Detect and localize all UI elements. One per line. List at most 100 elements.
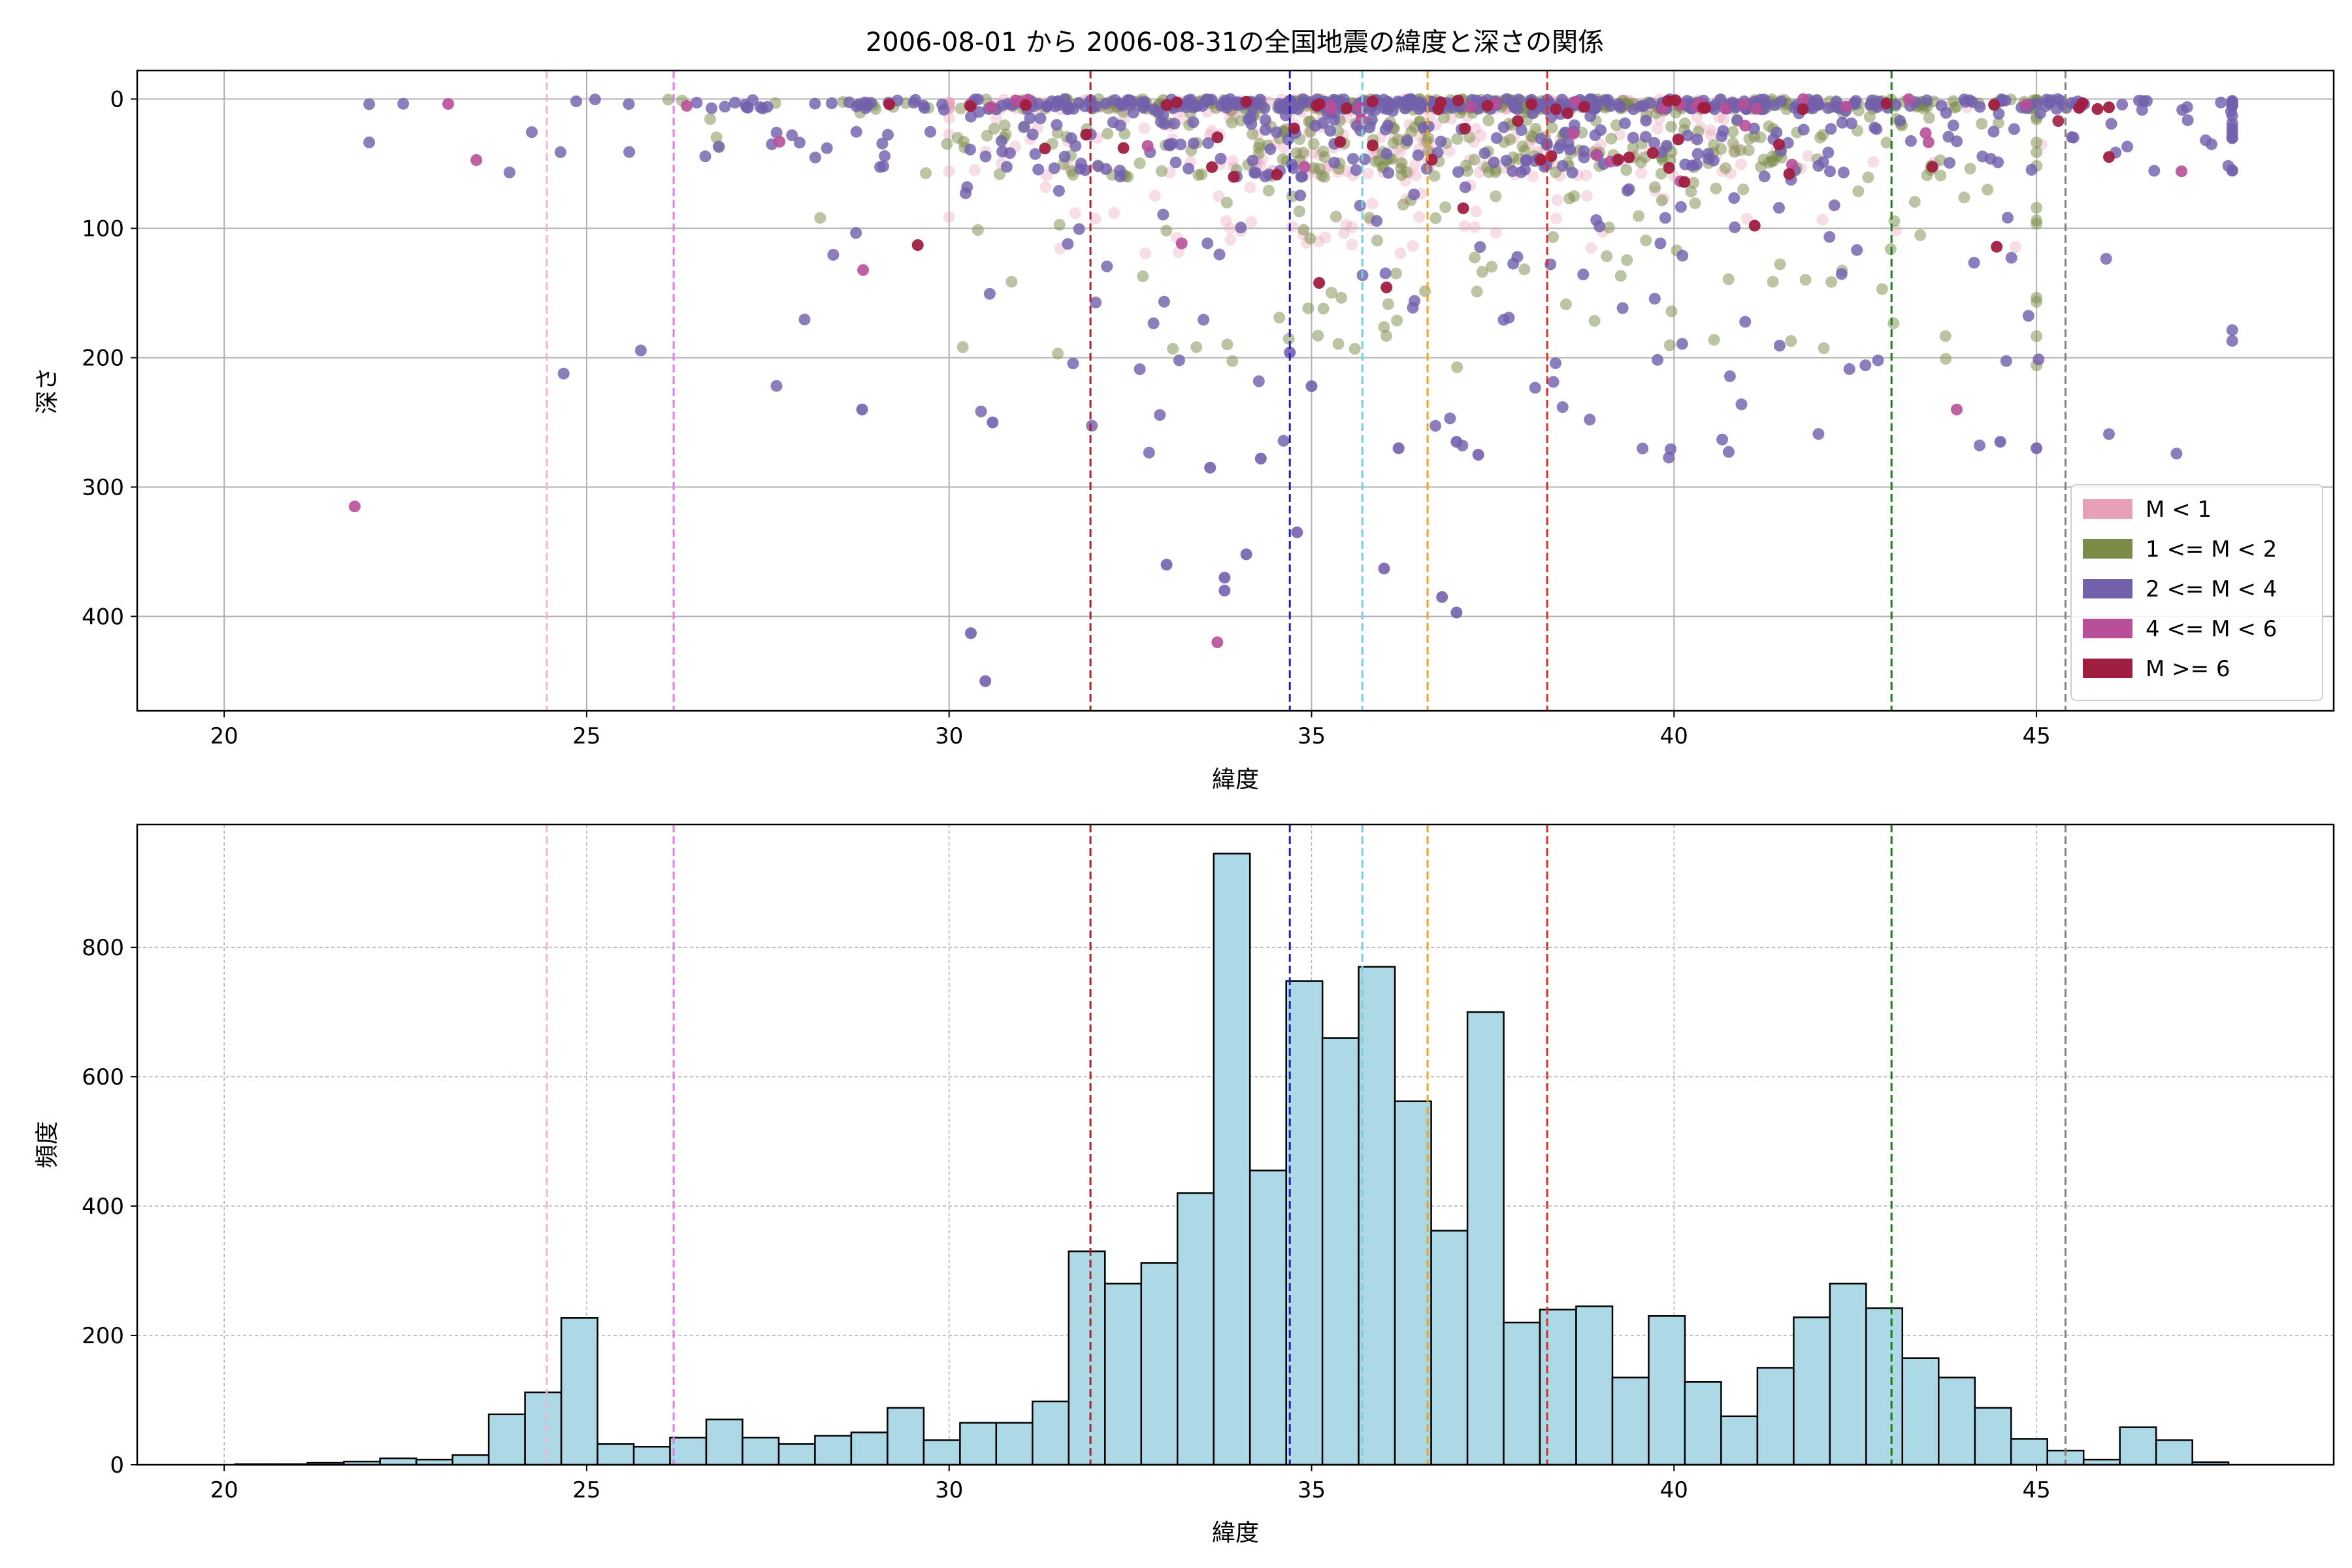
scatter-point (1486, 261, 1498, 273)
scatter-point (1758, 93, 1771, 106)
histogram-bar (1285, 980, 1324, 1466)
scatter-point (1412, 149, 1424, 161)
scatter-point (554, 146, 566, 158)
scatter-point (882, 129, 894, 141)
scatter-point (2215, 96, 2227, 108)
scatter-point (557, 367, 570, 380)
scatter-point (1114, 120, 1126, 132)
scatter-point (1065, 132, 1077, 144)
scatter-point (1324, 99, 1336, 112)
scatter-point (2052, 115, 2065, 127)
histogram-frame (136, 823, 2335, 1466)
scatter-point (1547, 231, 1560, 243)
scatter-point (1296, 171, 1309, 183)
scatter-point (1319, 231, 1331, 244)
scatter-point (2226, 324, 2238, 336)
scatter-point (1757, 154, 1770, 166)
scatter-point (1147, 317, 1160, 329)
scatter-point (1737, 98, 1750, 110)
scatter-point (570, 95, 582, 108)
scatter-point (1018, 120, 1030, 133)
scatter-point (1640, 114, 1652, 127)
scatter-point (1661, 139, 1673, 152)
scatter-point (1298, 223, 1310, 236)
scatter-point (1535, 154, 1547, 166)
scatter-point (1172, 246, 1184, 259)
scatter-point (1387, 137, 1399, 150)
scatter-point (1404, 98, 1416, 110)
scatter-point (1391, 314, 1403, 327)
scatter-point (961, 181, 973, 193)
scatter-point (1840, 100, 1852, 112)
scatter-point (1463, 131, 1476, 144)
scatter-point (1226, 155, 1239, 167)
scatter-point (1620, 164, 1633, 176)
scatter-point (1379, 267, 1392, 280)
scatter-point (1408, 188, 1420, 201)
scatter-point (1380, 148, 1393, 160)
scatter-point (1309, 120, 1322, 132)
scatter-point (1053, 99, 1065, 111)
scatter-point (1691, 158, 1703, 171)
scatter-point (1168, 118, 1181, 130)
scatter-point (1338, 227, 1350, 239)
scatter-point (1073, 223, 1085, 235)
scatter-point (1942, 131, 1955, 143)
histogram-bar (524, 1391, 563, 1466)
scatter-point (1451, 133, 1463, 145)
scatter-point (1863, 110, 1876, 123)
scatter-point (1529, 382, 1541, 394)
scatter-point (1601, 250, 1613, 263)
scatter-point (1482, 114, 1495, 127)
scatter-point (1334, 136, 1347, 148)
scatter-point (1527, 171, 1539, 183)
scatter-point (1259, 171, 1271, 183)
scatter-point (741, 101, 753, 114)
scatter-point (691, 97, 703, 109)
scatter-point (1648, 137, 1661, 149)
histogram-x-axis-label: 緯度 (1212, 1520, 1259, 1546)
scatter-point (589, 93, 601, 106)
scatter-point (943, 165, 955, 178)
scatter-point (1490, 132, 1503, 144)
scatter-point (1822, 102, 1834, 114)
scatter-point (1390, 267, 1402, 280)
scatter-point (1488, 156, 1500, 169)
histogram-y-tick-label: 200 (82, 1323, 124, 1349)
scatter-point (1748, 122, 1760, 135)
scatter-point (2019, 99, 2032, 111)
scatter-point (1429, 419, 1442, 432)
scatter-point (770, 380, 783, 392)
scatter-point (1247, 128, 1259, 140)
scatter-point (1328, 114, 1341, 126)
scatter-point (1313, 277, 1326, 289)
scatter-point (1481, 99, 1494, 112)
scatter-point (1663, 162, 1675, 174)
scatter-point (1988, 99, 2001, 111)
scatter-point (1797, 103, 1809, 116)
scatter-point (1382, 167, 1395, 179)
scatter-point (1676, 250, 1689, 262)
scatter-x-tick-label: 40 (1660, 723, 1688, 749)
histogram-bar (1394, 1100, 1432, 1466)
scatter-point (2043, 95, 2055, 108)
scatter-point (979, 150, 992, 163)
scatter-point (1727, 137, 1739, 150)
scatter-y-tick-label: 300 (82, 474, 124, 500)
scatter-point (1198, 314, 1210, 326)
scatter-point (1605, 100, 1617, 112)
scatter-point (2031, 295, 2043, 308)
scatter-point (1067, 357, 1079, 370)
scatter-point (1413, 211, 1426, 223)
scatter-point (1052, 348, 1064, 360)
scatter-point (983, 287, 996, 300)
scatter-point (1459, 122, 1471, 135)
scatter-point (2031, 202, 2043, 214)
scatter-point (1605, 133, 1618, 145)
scatter-point (879, 150, 891, 162)
scatter-point (964, 143, 976, 155)
scatter-point (1665, 443, 1677, 455)
scatter-point (1813, 99, 1825, 111)
scatter-point (1940, 106, 1952, 119)
scatter-point (1742, 144, 1755, 156)
